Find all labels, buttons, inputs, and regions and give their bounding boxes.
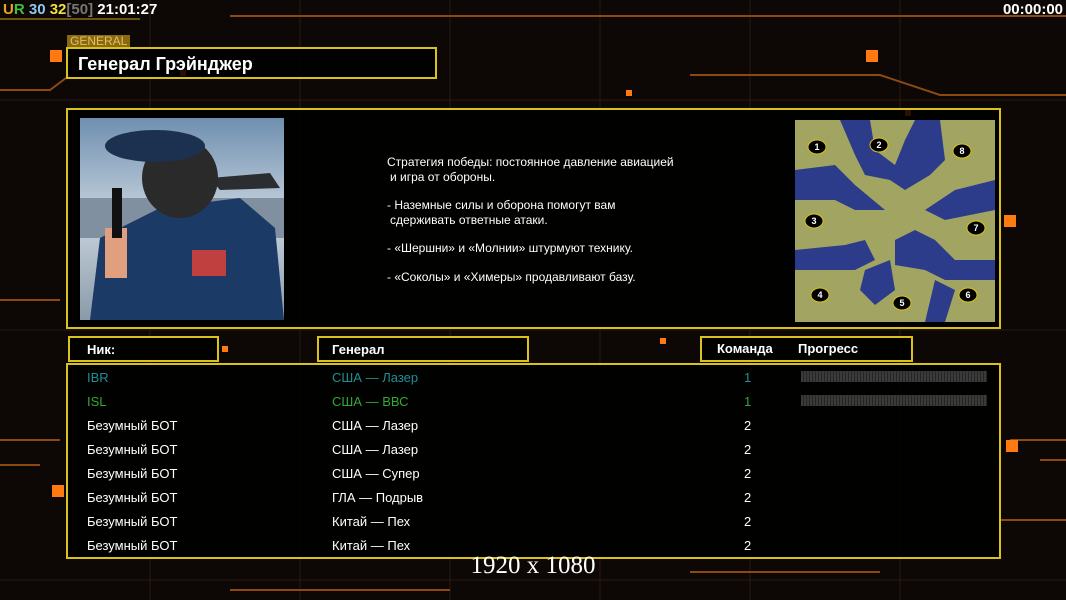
player-nick: Безумный БОТ <box>87 490 178 505</box>
player-general: ГЛА — Подрыв <box>332 490 424 505</box>
svg-text:7: 7 <box>973 223 978 233</box>
general-portrait <box>80 118 284 320</box>
header-general-label: Генерал <box>332 342 385 357</box>
header-team-progress: Команда Прогресс <box>700 336 913 362</box>
stat-bracket: [50] <box>66 1 94 18</box>
progress-bar <box>801 395 987 406</box>
player-team: 1 <box>744 370 752 385</box>
player-nick: Безумный БОТ <box>87 442 178 457</box>
start-position-5[interactable]: 5 <box>892 295 912 311</box>
header-team-label: Команда <box>717 341 773 356</box>
start-position-3[interactable]: 3 <box>804 213 824 229</box>
player-row[interactable]: ISL США — ВВС 1 <box>68 390 999 414</box>
top-status-bar: UR 30 32[50] 21:01:27 <box>3 1 157 18</box>
start-position-2[interactable]: 2 <box>869 137 889 153</box>
svg-text:8: 8 <box>959 146 964 156</box>
player-team: 2 <box>744 418 752 433</box>
ur-u: U <box>3 1 14 18</box>
svg-text:3: 3 <box>811 216 816 226</box>
general-info-panel: Стратегия победы: постоянное давление ав… <box>66 108 1001 329</box>
player-general: Китай — Пех <box>332 514 411 529</box>
stat-2: 32 <box>49 1 67 18</box>
map-preview[interactable]: 1 2 3 4 5 6 7 8 <box>795 120 995 322</box>
header-nick-label: Ник: <box>87 342 116 357</box>
player-row[interactable]: Безумный БОТ США — Лазер 2 <box>68 414 999 438</box>
header-nick: Ник: <box>68 336 219 362</box>
start-position-1[interactable]: 1 <box>807 139 827 155</box>
general-title-box: Генерал Грэйнджер <box>66 47 437 79</box>
player-nick: ISL <box>87 394 107 409</box>
player-team: 2 <box>744 514 752 529</box>
player-team: 2 <box>744 466 752 481</box>
svg-text:5: 5 <box>899 298 904 308</box>
strategy-line: Стратегия победы: постоянное давление ав… <box>387 155 674 169</box>
ur-r: R <box>13 1 25 18</box>
header-progress-label: Прогресс <box>798 341 859 356</box>
player-list: IBR США — Лазер 1 ISL США — ВВС 1 Безумный… <box>66 363 1001 559</box>
svg-text:1: 1 <box>814 142 819 152</box>
general-name: Генерал Грэйнджер <box>78 54 253 74</box>
game-timer: 00:00:00 <box>1002 1 1063 18</box>
strategy-line: - Наземные силы и оборона помогут вам <box>387 198 616 212</box>
player-general: США — Лазер <box>332 442 419 457</box>
player-row[interactable]: Безумный БОТ США — Супер 2 <box>68 462 999 486</box>
player-nick: Безумный БОТ <box>87 514 178 529</box>
general-section-label: GENERAL <box>67 35 131 48</box>
strategy-line: - «Соколы» и «Химеры» продавливают базу. <box>387 269 636 284</box>
player-row[interactable]: Безумный БОТ Китай — Пех 2 <box>68 534 999 558</box>
player-general: Китай — Пех <box>332 538 411 553</box>
player-nick: IBR <box>87 370 109 385</box>
start-position-8[interactable]: 8 <box>952 143 972 159</box>
resolution-label: 1920 x 1080 <box>470 552 596 579</box>
stat-1: 30 <box>28 1 46 18</box>
player-nick: Безумный БОТ <box>87 538 178 553</box>
svg-text:2: 2 <box>876 140 881 150</box>
player-row[interactable]: Безумный БОТ США — Лазер 2 <box>68 438 999 462</box>
header-general: Генерал <box>317 336 529 362</box>
start-position-4[interactable]: 4 <box>810 287 830 303</box>
strategy-line: и игра от обороны. <box>390 169 496 184</box>
player-team: 2 <box>744 490 752 505</box>
start-position-7[interactable]: 7 <box>966 220 986 236</box>
player-general: США — Супер <box>332 466 420 481</box>
player-team: 1 <box>744 394 752 409</box>
player-team: 2 <box>744 538 752 553</box>
progress-bar <box>801 371 987 382</box>
player-row[interactable]: Безумный БОТ Китай — Пех 2 <box>68 510 999 534</box>
strategy-text: Стратегия победы: постоянное давление ав… <box>387 155 674 284</box>
player-nick: Безумный БОТ <box>87 466 178 481</box>
player-team: 2 <box>744 442 752 457</box>
player-nick: Безумный БОТ <box>87 418 178 433</box>
start-position-6[interactable]: 6 <box>958 287 978 303</box>
player-general: США — Лазер <box>332 370 419 385</box>
player-general: США — ВВС <box>332 394 409 409</box>
svg-text:6: 6 <box>965 290 970 300</box>
strategy-line: - «Шершни» и «Молнии» штурмуют технику. <box>387 241 633 255</box>
player-row[interactable]: IBR США — Лазер 1 <box>68 366 999 390</box>
player-row[interactable]: Безумный БОТ ГЛА — Подрыв 2 <box>68 486 999 510</box>
player-general: США — Лазер <box>332 418 419 433</box>
strategy-line: сдерживать ответные атаки. <box>390 212 548 227</box>
svg-text:4: 4 <box>817 290 822 300</box>
clock: 21:01:27 <box>97 1 158 18</box>
